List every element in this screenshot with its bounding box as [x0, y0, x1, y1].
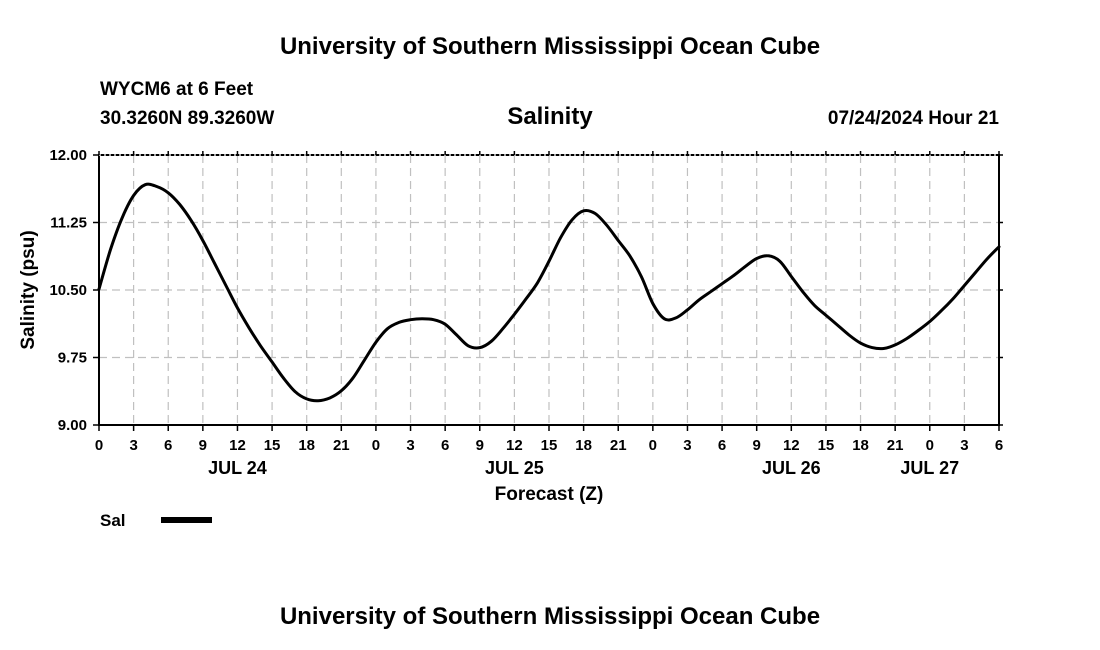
x-tick-label: 3 [406, 437, 414, 454]
x-tick-label: 12 [506, 437, 523, 454]
x-tick-label: 15 [818, 437, 835, 454]
station-coords: 30.3260N 89.3260W [100, 108, 274, 129]
x-tick-label: 6 [995, 437, 1003, 454]
x-tick-label: 0 [649, 437, 657, 454]
x-tick-label: 3 [129, 437, 137, 454]
y-tick-label: 11.25 [50, 215, 87, 232]
x-tick-label: 3 [683, 437, 691, 454]
x-axis-date-labels: JUL 24 JUL 25 JUL 26 JUL 27 [208, 458, 959, 478]
gridlines [99, 155, 999, 425]
date-label: JUL 27 [900, 458, 959, 478]
y-axis-ticks: 12.00 11.25 10.50 9.75 9.00 [49, 147, 1003, 434]
x-tick-label: 21 [887, 437, 904, 454]
x-tick-label: 0 [926, 437, 934, 454]
legend-label: Sal [100, 511, 126, 530]
chart-main-title: University of Southern Mississippi Ocean… [280, 33, 820, 60]
y-tick-label: 9.75 [58, 350, 87, 367]
date-label: JUL 26 [762, 458, 821, 478]
x-tick-label: 18 [298, 437, 315, 454]
x-tick-label: 21 [610, 437, 627, 454]
x-tick-label: 21 [333, 437, 350, 454]
x-tick-label: 15 [541, 437, 558, 454]
x-axis-label: Forecast (Z) [495, 484, 604, 505]
x-tick-label: 0 [372, 437, 380, 454]
x-tick-label: 9 [476, 437, 484, 454]
y-axis-label: Salinity (psu) [18, 230, 39, 349]
x-tick-label: 18 [575, 437, 592, 454]
forecast-datetime: 07/24/2024 Hour 21 [828, 108, 1000, 129]
x-tick-label: 3 [960, 437, 968, 454]
y-tick-label: 9.00 [58, 417, 87, 434]
x-tick-label: 6 [441, 437, 449, 454]
x-axis-ticks: 0 3 6 9 12 15 18 21 0 3 6 9 12 15 18 21 0 3 6 9 12 15 18 21 0 3 6 [95, 151, 1003, 454]
date-label: JUL 24 [208, 458, 267, 478]
y-tick-label: 10.50 [49, 282, 87, 299]
x-tick-label: 12 [783, 437, 800, 454]
x-tick-label: 6 [718, 437, 726, 454]
station-label: WYCM6 at 6 Feet [100, 79, 254, 100]
date-label: JUL 25 [485, 458, 544, 478]
footer-title: University of Southern Mississippi Ocean… [280, 603, 820, 630]
x-tick-label: 15 [264, 437, 281, 454]
x-tick-label: 9 [199, 437, 207, 454]
x-tick-label: 9 [753, 437, 761, 454]
series-line-sal [97, 182, 1001, 403]
x-tick-label: 18 [852, 437, 869, 454]
x-tick-label: 0 [95, 437, 103, 454]
variable-title: Salinity [507, 103, 593, 130]
x-tick-label: 12 [229, 437, 246, 454]
y-tick-label: 12.00 [49, 147, 87, 164]
x-tick-label: 6 [164, 437, 172, 454]
